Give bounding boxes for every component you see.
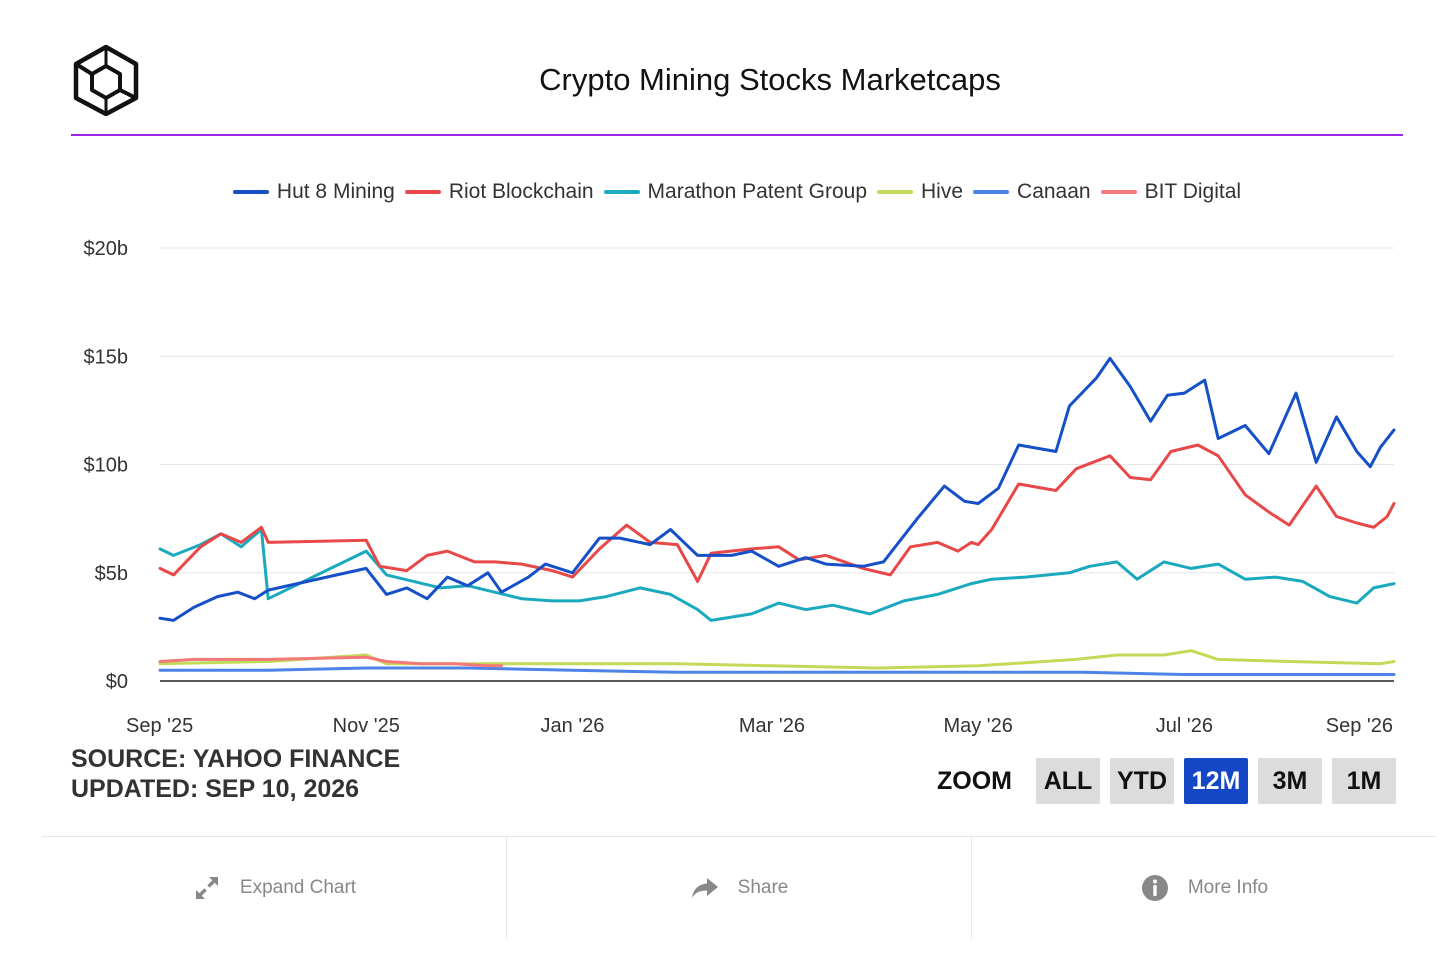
legend-label: BIT Digital — [1144, 180, 1242, 203]
legend-item[interactable]: Hive — [877, 180, 963, 204]
zoom-controls: ZOOM ALL YTD 12M 3M 1M — [937, 758, 1396, 804]
title-divider — [71, 134, 1403, 136]
zoom-all-button[interactable]: ALL — [1036, 758, 1100, 804]
legend-swatch — [232, 190, 269, 194]
zoom-12m-button[interactable]: 12M — [1184, 758, 1248, 804]
share-button[interactable]: Share — [506, 837, 971, 939]
legend-item[interactable]: Canaan — [973, 180, 1091, 204]
chart-footer: Expand Chart Share More Info — [42, 836, 1436, 939]
y-tick-label: $10b — [84, 455, 129, 477]
series-line-bit-digital — [158, 655, 503, 668]
legend-label: Hut 8 Mining — [276, 180, 395, 203]
zoom-ytd-button[interactable]: YTD — [1110, 758, 1174, 804]
expand-chart-label: Expand Chart — [239, 877, 357, 898]
legend-label: Marathon Patent Group — [647, 180, 868, 203]
x-tick-label: Sep '26 — [1326, 715, 1393, 737]
zoom-label: ZOOM — [937, 766, 1012, 795]
x-tick-label: Sep '25 — [126, 715, 193, 737]
info-icon — [1141, 875, 1168, 901]
expand-icon — [195, 877, 218, 899]
legend-item[interactable]: BIT Digital — [1100, 180, 1242, 204]
updated-line: UPDATED: SEP 10, 2026 — [71, 775, 360, 803]
legend-item[interactable]: Hut 8 Mining — [232, 180, 395, 204]
y-tick-label: $0 — [106, 671, 128, 693]
zoom-3m-button[interactable]: 3M — [1258, 758, 1322, 804]
series-line-canaan — [158, 666, 1396, 676]
legend-label: Riot Blockchain — [448, 180, 594, 203]
chart-legend: Hut 8 Mining Riot Blockchain Marathon Pate… — [0, 180, 1452, 204]
more-info-button[interactable]: More Info — [971, 837, 1436, 939]
legend-swatch — [973, 190, 1010, 194]
legend-label: Hive — [921, 180, 964, 203]
line-chart: $0 $5b $10b $15b $20b Sep '25 Nov '25 Jan '26 Ma… — [84, 238, 1396, 737]
expand-chart-button[interactable]: Expand Chart — [42, 837, 506, 939]
source-line: SOURCE: YAHOO FINANCE — [71, 745, 401, 773]
legend-item[interactable]: Riot Blockchain — [404, 180, 594, 204]
y-tick-label: $20b — [84, 238, 129, 260]
chart-title: Crypto Mining Stocks Marketcaps — [539, 62, 1001, 97]
legend-swatch — [603, 190, 640, 194]
series-line-riot-blockchain — [158, 443, 1396, 583]
zoom-1m-button[interactable]: 1M — [1332, 758, 1396, 804]
more-info-label: More Info — [1187, 877, 1269, 898]
series-line-hive — [158, 649, 1396, 670]
share-arrow-icon — [691, 878, 718, 898]
series-line-hut-8-mining — [158, 356, 1396, 622]
x-tick-label: Mar '26 — [739, 715, 805, 737]
x-tick-label: Jan '26 — [541, 715, 605, 737]
y-tick-label: $15b — [84, 346, 129, 368]
legend-swatch — [877, 190, 914, 194]
cube-logo-icon — [73, 44, 139, 116]
legend-swatch — [1100, 190, 1137, 194]
legend-item[interactable]: Marathon Patent Group — [603, 180, 868, 204]
x-tick-label: May '26 — [943, 715, 1012, 737]
source-note: SOURCE: YAHOO FINANCE UPDATED: SEP 10, 2… — [71, 744, 400, 804]
share-label: Share — [737, 877, 789, 898]
x-tick-label: Jul '26 — [1156, 715, 1213, 737]
legend-swatch — [404, 190, 441, 194]
x-tick-label: Nov '25 — [333, 715, 400, 737]
series-line-marathon-patent-group — [158, 528, 1396, 622]
legend-label: Canaan — [1017, 180, 1091, 203]
y-tick-label: $5b — [95, 563, 128, 585]
